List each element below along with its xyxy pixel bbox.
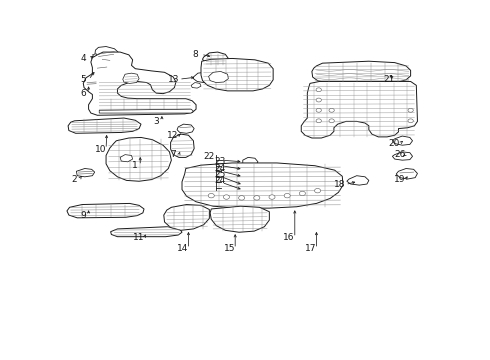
Text: 2: 2 [71,175,76,184]
Text: 25: 25 [214,170,226,179]
Polygon shape [209,72,228,82]
Circle shape [254,195,260,200]
Polygon shape [210,206,270,232]
Text: 21: 21 [383,75,394,84]
Circle shape [329,108,334,112]
Polygon shape [312,61,411,82]
Polygon shape [347,176,369,185]
Polygon shape [123,73,139,84]
Circle shape [329,119,334,123]
Polygon shape [301,81,417,138]
Polygon shape [202,52,228,67]
Text: 12: 12 [167,131,178,140]
Text: 1: 1 [132,161,137,170]
Polygon shape [171,134,194,157]
Polygon shape [182,163,343,208]
Polygon shape [392,152,413,160]
Polygon shape [396,168,417,179]
Text: 14: 14 [177,244,189,253]
Polygon shape [93,71,98,74]
Text: 4: 4 [80,54,86,63]
Text: 26: 26 [394,150,405,159]
Polygon shape [194,72,213,82]
Circle shape [299,191,305,195]
Text: 16: 16 [283,233,295,242]
Polygon shape [243,174,258,183]
Text: 5: 5 [80,75,86,84]
Circle shape [408,119,413,123]
Polygon shape [95,46,119,61]
Circle shape [269,195,275,199]
Circle shape [408,108,413,112]
Circle shape [316,108,321,112]
Text: 3: 3 [153,117,159,126]
Text: 10: 10 [95,145,106,154]
Polygon shape [201,58,273,91]
Circle shape [239,195,245,200]
Text: 7: 7 [171,150,176,159]
Text: 6: 6 [80,89,86,98]
Polygon shape [83,52,196,115]
Circle shape [208,193,214,198]
Text: 24: 24 [214,176,225,185]
Circle shape [223,195,229,199]
Polygon shape [243,183,258,191]
Circle shape [284,193,290,198]
Text: 17: 17 [305,244,317,253]
Polygon shape [243,166,258,174]
Polygon shape [392,136,413,145]
Circle shape [315,188,320,193]
Text: 8: 8 [193,50,198,59]
Polygon shape [85,80,99,87]
Circle shape [316,119,321,123]
Polygon shape [76,168,95,177]
Text: 13: 13 [168,75,179,84]
Polygon shape [99,109,194,113]
Polygon shape [120,155,133,162]
Text: 24: 24 [214,164,225,173]
Text: 18: 18 [334,180,345,189]
Polygon shape [106,138,172,181]
Text: 9: 9 [80,211,86,220]
Polygon shape [177,124,194,133]
Text: 11: 11 [133,233,144,242]
Text: 23: 23 [214,157,226,166]
Text: 15: 15 [224,244,235,253]
Text: 22: 22 [204,152,215,161]
Text: 19: 19 [394,175,405,184]
Polygon shape [93,54,98,57]
Circle shape [316,88,321,92]
Polygon shape [191,82,201,88]
Polygon shape [68,118,141,133]
Polygon shape [243,157,258,166]
Polygon shape [67,203,144,218]
Text: 20: 20 [389,139,400,148]
Circle shape [316,98,321,102]
Polygon shape [111,227,182,237]
Polygon shape [96,66,109,72]
Polygon shape [164,204,209,230]
